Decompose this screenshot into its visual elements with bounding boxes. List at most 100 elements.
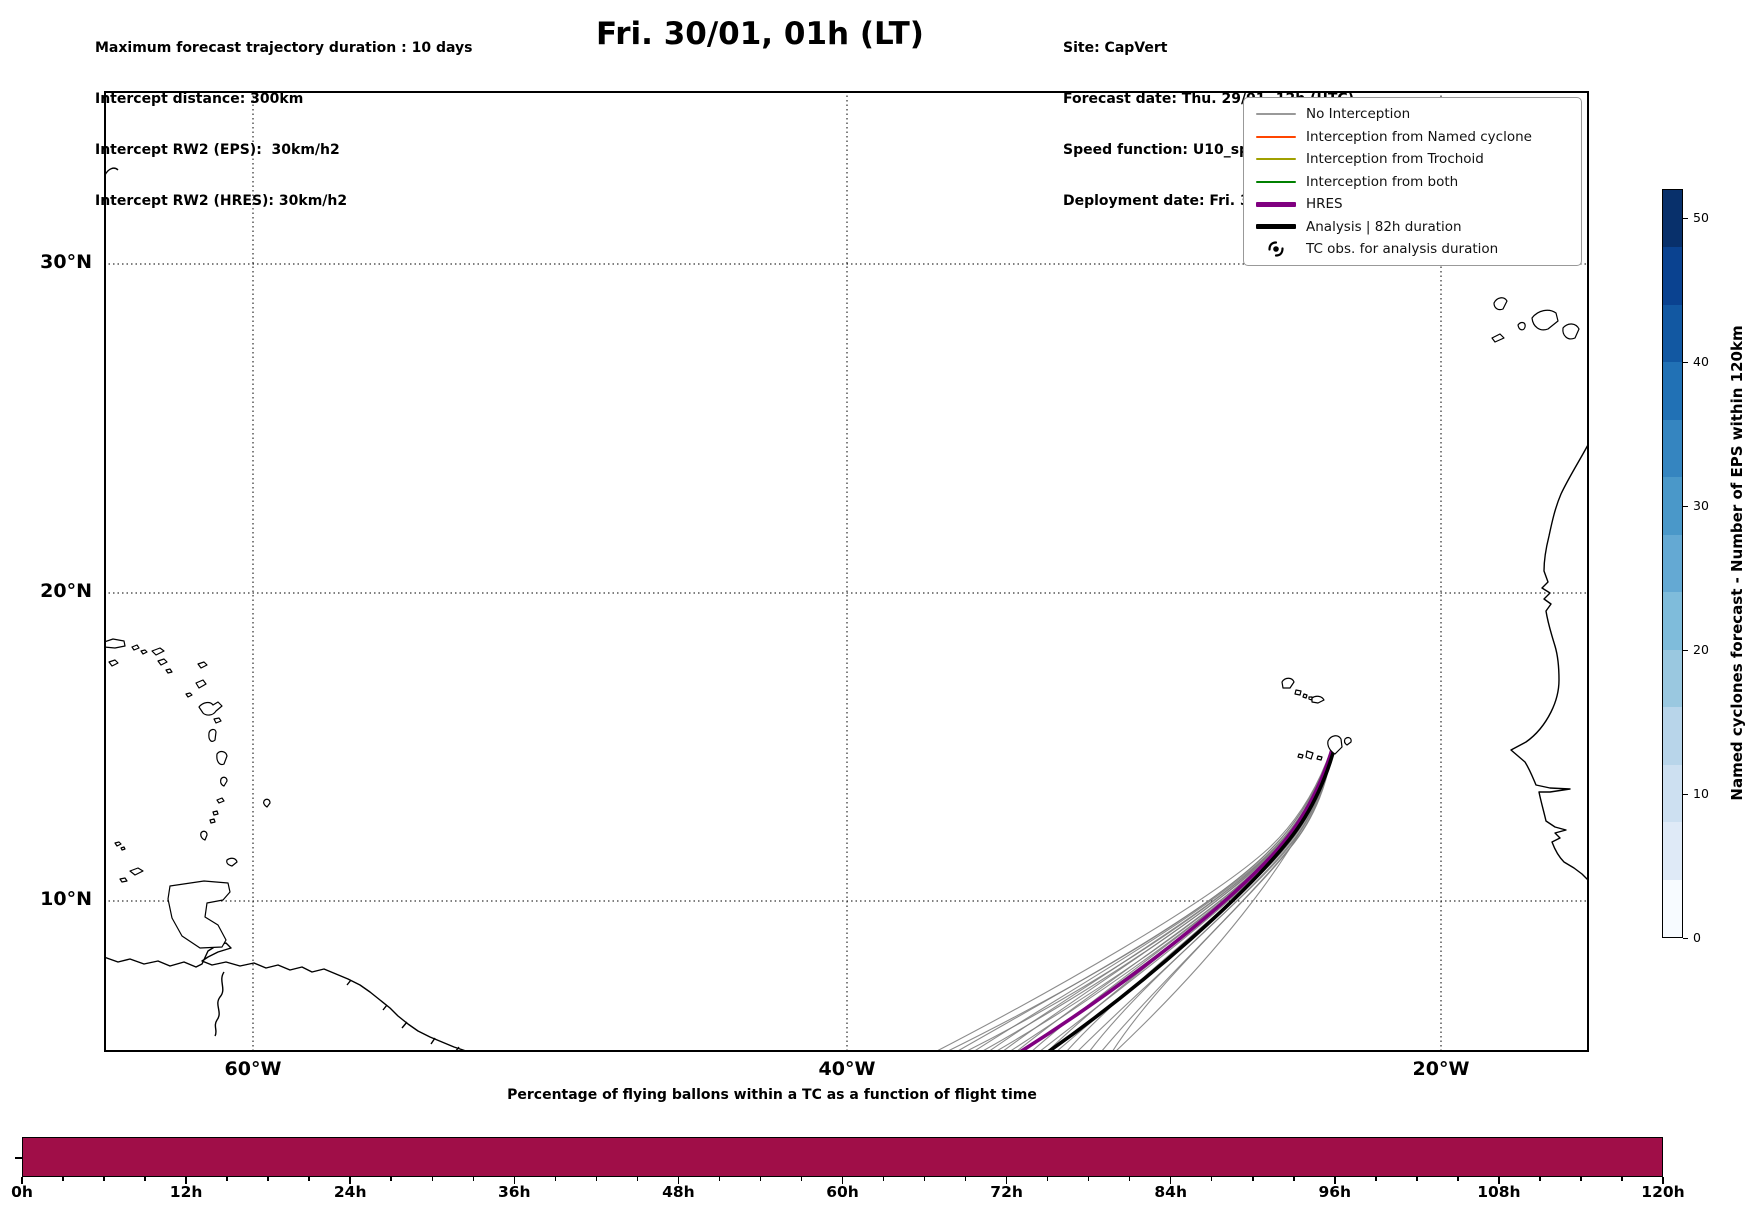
colorbar-tickmark: [1683, 793, 1688, 795]
legend-label: Analysis | 82h duration: [1306, 218, 1462, 235]
x-axis-tick-label: 60h: [826, 1183, 859, 1201]
island-outline: [208, 728, 217, 742]
legend-item-6: TC obs. for analysis duration: [1244, 238, 1581, 261]
legend-item-3: Interception from both: [1244, 171, 1581, 194]
trajectory-eps-member: [987, 746, 1333, 1052]
lat-tick-label: 10°N: [40, 888, 92, 910]
x-axis-major-tick: [1169, 1177, 1172, 1184]
colorbar-step: [1663, 534, 1682, 593]
map-canvas: [104, 91, 1589, 1052]
x-axis-tick-label: 48h: [662, 1183, 695, 1201]
legend-label: Interception from both: [1306, 173, 1459, 190]
colorbar-step: [1663, 822, 1682, 880]
lon-tick-label: 40°W: [818, 1058, 876, 1080]
lat-tick-label: 20°N: [40, 580, 92, 602]
trajectory-analysis: [1046, 741, 1338, 1052]
island-outline: [151, 647, 165, 656]
intercept-rw2-hres-text: Intercept RW2 (HRES): 30km/h2: [95, 193, 348, 209]
x-axis-minor-tick: [923, 1177, 926, 1181]
trajectory-eps-member: [955, 746, 1333, 1052]
colorbar-ticklabel: 0: [1693, 930, 1701, 945]
trajectory-eps-member: [1008, 746, 1333, 1052]
x-axis-tick-label: 84h: [1154, 1183, 1187, 1201]
island-outline: [1493, 297, 1508, 311]
lon-tick-label: 60°W: [224, 1058, 282, 1080]
x-axis-minor-tick: [1457, 1177, 1459, 1181]
trajectory-eps-member: [1015, 746, 1333, 1052]
colorbar-tickmark: [1683, 217, 1688, 219]
trajectory-eps-member: [1076, 746, 1333, 1052]
lon-tick-label: 20°W: [1412, 1058, 1470, 1080]
figure-title: Fri. 30/01, 01h (LT): [596, 16, 924, 52]
colorbar-step: [1663, 879, 1682, 938]
island-outline: [1302, 693, 1308, 699]
island-outline: [157, 658, 168, 666]
island-outline: [197, 661, 208, 669]
x-axis-minor-tick: [103, 1177, 105, 1181]
colorbar-tickmark: [1683, 361, 1688, 363]
coastline-path: [1510, 442, 1589, 882]
x-axis-minor-tick: [390, 1177, 392, 1181]
island-outline: [1491, 333, 1505, 343]
island-outline: [200, 830, 208, 841]
colorbar-step: [1663, 304, 1682, 363]
colorbar-step: [1663, 764, 1682, 823]
legend-label: Interception from Named cyclone: [1306, 128, 1532, 145]
coastline-path: [104, 167, 119, 176]
island-outline: [209, 818, 216, 824]
colorbar-step: [1663, 362, 1682, 420]
legend-line-sample: [1256, 158, 1296, 161]
colorbar-step: [1663, 649, 1682, 708]
legend-label: HRES: [1306, 196, 1343, 213]
x-axis-minor-tick: [759, 1177, 762, 1181]
x-axis-major-tick: [1498, 1177, 1500, 1184]
island-outline: [1311, 695, 1325, 704]
trajectory-eps-member: [1001, 746, 1333, 1052]
x-axis-tick-label: 0h: [11, 1183, 33, 1201]
legend-item-4: HRES: [1244, 193, 1581, 216]
x-axis-tick-label: 36h: [497, 1183, 531, 1201]
x-axis-tick-label: 120h: [1641, 1183, 1685, 1201]
island-outline: [1316, 755, 1323, 761]
trajectory-eps-member: [972, 746, 1333, 1052]
legend-label: Interception from Trochoid: [1306, 151, 1484, 168]
colorbar-step: [1663, 707, 1682, 765]
island-outline: [167, 880, 231, 949]
island-outline: [216, 750, 228, 766]
trajectory-eps-member: [1111, 746, 1333, 1052]
x-axis-minor-tick: [1293, 1177, 1295, 1181]
island-outline: [114, 841, 122, 847]
legend-line-sample: [1256, 135, 1296, 138]
island-outline: [195, 679, 207, 689]
x-axis-minor-tick: [1210, 1177, 1213, 1181]
x-axis-major-tick: [1662, 1177, 1664, 1184]
x-axis-minor-tick: [267, 1177, 269, 1181]
island-outline: [1343, 736, 1352, 746]
island-outline: [1281, 677, 1295, 689]
trajectory-eps-member: [934, 746, 1333, 1052]
x-axis-major-tick: [349, 1177, 351, 1184]
island-outline: [220, 776, 228, 787]
island-outline: [216, 797, 225, 804]
x-axis-tick-label: 108h: [1477, 1183, 1521, 1201]
x-axis-minor-tick: [718, 1177, 721, 1181]
x-axis-tick-label: 24h: [333, 1183, 367, 1201]
legend-item-0: No Interception: [1244, 103, 1581, 126]
colorbar: [1662, 189, 1683, 938]
colorbar-ticklabel: 30: [1693, 498, 1709, 513]
x-axis-minor-tick: [1128, 1177, 1131, 1181]
x-axis-major-tick: [185, 1177, 187, 1184]
intercept-rw2-eps-text: Intercept RW2 (EPS): 30km/h2: [95, 142, 340, 158]
colorbar-ticklabel: 50: [1693, 210, 1709, 225]
x-axis-minor-tick: [1621, 1177, 1623, 1181]
x-axis-minor-tick: [964, 1177, 967, 1181]
colorbar-tickmark: [1683, 505, 1688, 507]
x-axis-major-tick: [677, 1177, 680, 1184]
island-outline: [1327, 735, 1343, 755]
x-axis-minor-tick: [431, 1177, 433, 1181]
colorbar-ticklabel: 40: [1693, 354, 1709, 369]
legend-item-5: Analysis | 82h duration: [1244, 216, 1581, 239]
x-axis-minor-tick: [1087, 1177, 1090, 1181]
x-axis-minor-tick: [1046, 1177, 1049, 1181]
